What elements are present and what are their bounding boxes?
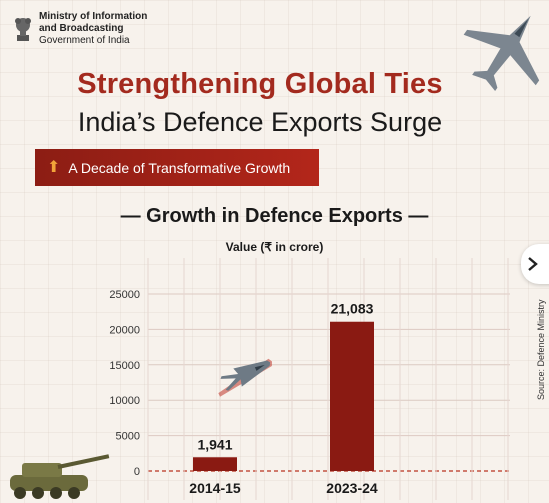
ministry-name: Ministry of Information and Broadcasting…	[39, 11, 147, 47]
bar-2023-24	[330, 321, 374, 471]
up-arrow-icon: ⬆	[47, 158, 61, 176]
subheadline: India’s Defence Exports Surge	[77, 107, 443, 137]
chevron-right-icon	[528, 257, 538, 271]
chart-title: — Growth in Defence Exports —	[120, 205, 429, 227]
data-label: 1,941	[197, 436, 232, 452]
next-slide-button[interactable]	[521, 244, 549, 284]
growth-banner: ⬆ A Decade of Transformative Growth	[35, 149, 319, 186]
x-tick-label: 2023-24	[326, 480, 378, 496]
fighter-jet-icon	[463, 15, 540, 91]
x-tick-label: 2014-15	[189, 480, 241, 496]
bar-2014-15	[193, 457, 237, 471]
banner-text: A Decade of Transformative Growth	[68, 159, 291, 176]
y-tick-label: 20000	[109, 324, 140, 336]
data-label: 21,083	[331, 301, 374, 317]
chart-bars	[193, 321, 374, 471]
source-note: Source: Defence Ministry	[536, 299, 546, 400]
artillery-tank-icon	[10, 454, 110, 499]
y-tick-label: 5000	[116, 431, 140, 443]
ministry-line-3: Government of India	[39, 35, 130, 46]
national-emblem-icon	[15, 18, 31, 41]
headline: Strengthening Global Ties	[77, 68, 443, 100]
ministry-line-1: Ministry of Information	[39, 11, 148, 22]
ministry-header: Ministry of Information and Broadcasting…	[13, 11, 147, 47]
y-tick-label: 10000	[109, 395, 140, 407]
y-tick-label: 25000	[109, 289, 140, 301]
y-tick-label: 15000	[109, 360, 140, 372]
y-axis-label: Value (₹ in crore)	[225, 240, 324, 254]
y-tick-label: 0	[134, 466, 140, 478]
chart-labels: 0 5000 10000 15000 20000 25000 1,941 2014-15 21,…	[109, 289, 377, 496]
ministry-line-2: and Broadcasting	[39, 23, 124, 34]
chart-grid	[147, 258, 510, 500]
fighter-jet-small-icon	[218, 358, 273, 397]
